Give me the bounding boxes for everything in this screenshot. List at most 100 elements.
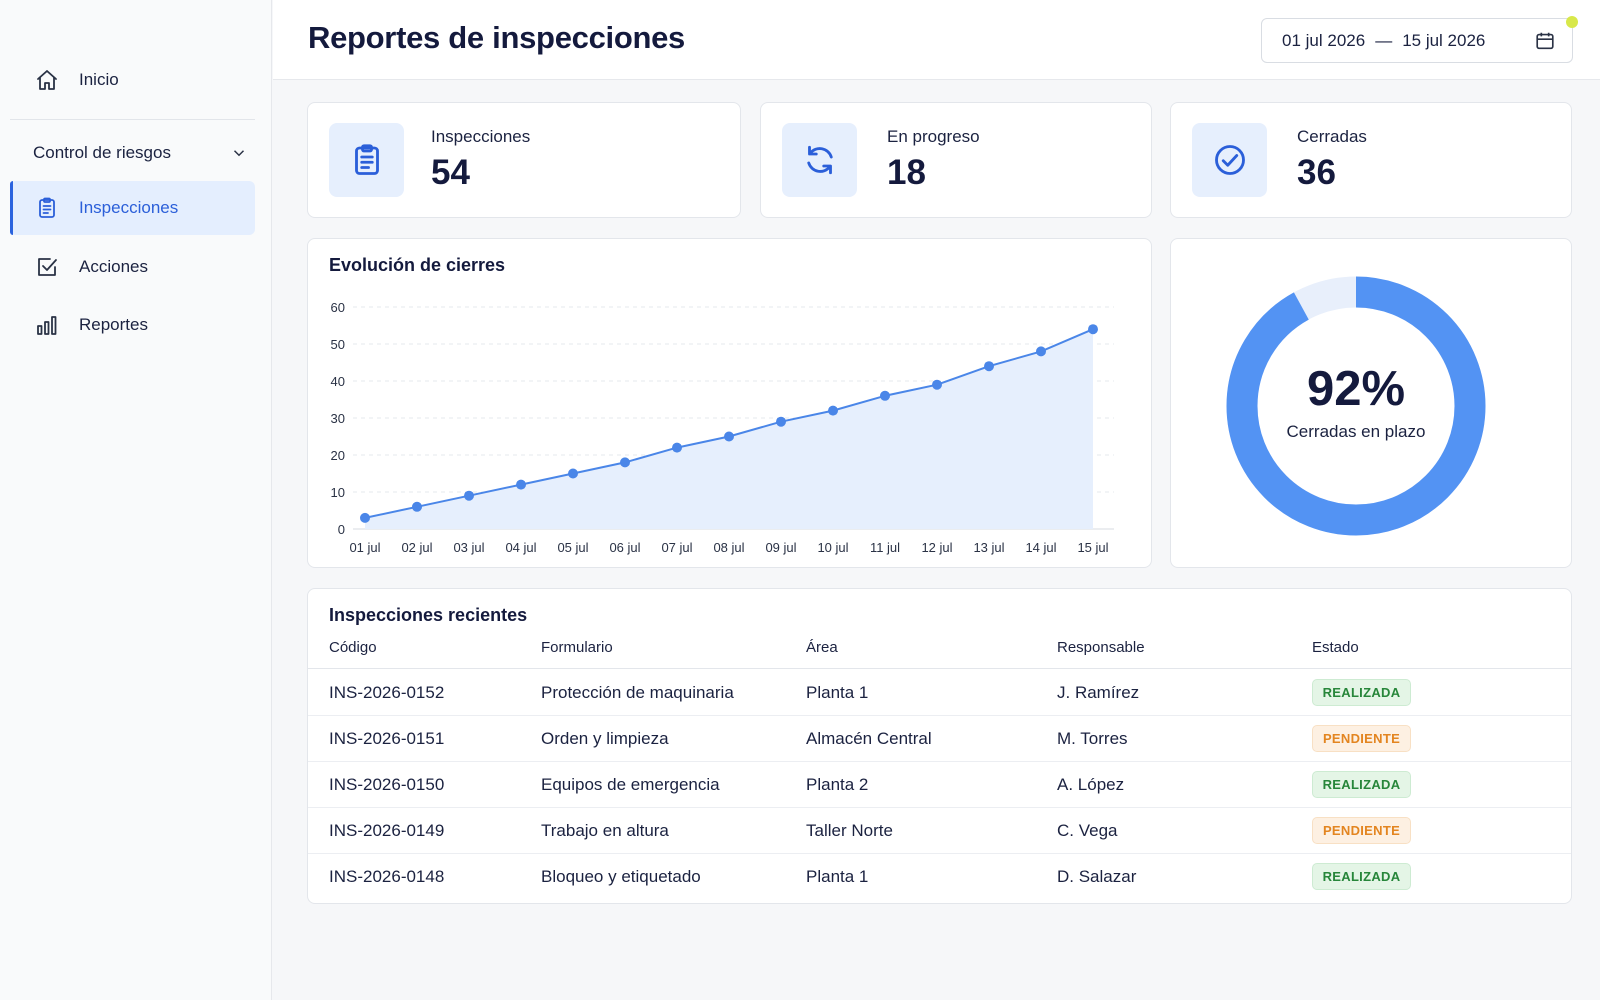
donut-arc bbox=[1226, 276, 1486, 536]
table-header: Código Formulario Área Responsable Estad… bbox=[308, 639, 1571, 669]
refresh-icon bbox=[782, 123, 857, 197]
y-tick-label: 0 bbox=[338, 522, 345, 537]
cell-code: INS-2026-0148 bbox=[329, 867, 445, 886]
chart-data-point bbox=[620, 457, 630, 468]
y-tick-label: 60 bbox=[331, 300, 345, 315]
cell-owner: A. López bbox=[1057, 775, 1125, 794]
clipboard-icon bbox=[329, 123, 404, 197]
donut-card: 92% Cerradas en plazo bbox=[1170, 238, 1572, 568]
x-tick-label: 15 jul bbox=[1077, 540, 1108, 555]
status-badge: REALIZADA bbox=[1312, 863, 1411, 890]
x-tick-label: 06 jul bbox=[609, 540, 640, 555]
x-tick-label: 08 jul bbox=[713, 540, 744, 555]
status-badge: REALIZADA bbox=[1312, 679, 1411, 706]
calendar-icon[interactable] bbox=[1534, 30, 1556, 52]
bar-chart-icon bbox=[34, 312, 60, 338]
cell-owner: D. Salazar bbox=[1057, 867, 1137, 886]
sidebar-item-acciones[interactable]: Acciones bbox=[10, 240, 255, 294]
kpi-label: Inspecciones bbox=[431, 127, 531, 146]
table-title: Inspecciones recientes bbox=[329, 605, 528, 625]
chart-data-point bbox=[828, 405, 838, 416]
table-row[interactable]: INS-2026-0148 Bloqueo y etiquetado Plant… bbox=[308, 854, 1571, 900]
date-to: 15 jul 2026 bbox=[1402, 30, 1486, 50]
sidebar-item-reportes[interactable]: Reportes bbox=[10, 298, 255, 352]
x-tick-label: 02 jul bbox=[401, 540, 432, 555]
kpi-card-inspecciones: Inspecciones 54 bbox=[307, 102, 741, 218]
column-header-formulario[interactable]: Formulario bbox=[541, 639, 613, 656]
column-header-responsable[interactable]: Responsable bbox=[1057, 639, 1145, 656]
kpi-value: 54 bbox=[431, 153, 470, 192]
column-header-estado[interactable]: Estado bbox=[1312, 639, 1359, 656]
chart-data-point bbox=[672, 442, 682, 453]
cell-code: INS-2026-0150 bbox=[329, 775, 445, 794]
table-row[interactable]: INS-2026-0151 Orden y limpieza Almacén C… bbox=[308, 716, 1571, 762]
cell-code: INS-2026-0151 bbox=[329, 729, 445, 748]
status-badge: REALIZADA bbox=[1312, 771, 1411, 798]
chart-data-point bbox=[1088, 324, 1098, 335]
sidebar-divider bbox=[10, 119, 255, 120]
kpi-card-en-progreso: En progreso 18 bbox=[760, 102, 1152, 218]
date-from: 01 jul 2026 bbox=[1282, 30, 1366, 50]
cell-area: Planta 2 bbox=[806, 775, 869, 794]
cell-form: Equipos de emergencia bbox=[541, 775, 720, 794]
chart-title: Evolución de cierres bbox=[329, 255, 506, 275]
home-icon bbox=[34, 67, 60, 93]
y-tick-label: 20 bbox=[331, 448, 345, 463]
sidebar-item-label: Inicio bbox=[79, 70, 119, 89]
column-header-codigo[interactable]: Código bbox=[329, 639, 377, 656]
x-tick-label: 03 jul bbox=[453, 540, 484, 555]
chart-data-point bbox=[776, 416, 786, 427]
chart-card: Evolución de cierres 0 10 20 30 40 50 60 01 ju… bbox=[307, 238, 1152, 568]
sidebar-group-control-de-riesgos[interactable]: Control de riesgos bbox=[33, 140, 248, 166]
x-tick-label: 10 jul bbox=[817, 540, 848, 555]
chart-data-point bbox=[568, 468, 578, 479]
chevron-down-icon bbox=[233, 150, 245, 157]
clipboard-icon bbox=[34, 195, 60, 221]
x-tick-label: 01 jul bbox=[349, 540, 380, 555]
sidebar-item-label: Acciones bbox=[79, 257, 148, 276]
sidebar-item-inicio[interactable]: Inicio bbox=[10, 53, 255, 107]
checkbox-icon bbox=[34, 254, 60, 280]
cell-area: Planta 1 bbox=[806, 683, 869, 702]
page-title: Reportes de inspecciones bbox=[308, 20, 685, 55]
chart-data-point bbox=[932, 379, 942, 390]
chart-data-point bbox=[360, 512, 370, 523]
y-tick-label: 50 bbox=[331, 337, 345, 352]
column-header-area[interactable]: Área bbox=[806, 639, 838, 656]
kpi-value: 18 bbox=[887, 153, 926, 192]
table-row[interactable]: INS-2026-0150 Equipos de emergencia Plan… bbox=[308, 762, 1571, 808]
table-row[interactable]: INS-2026-0152 Protección de maquinaria P… bbox=[308, 670, 1571, 716]
table-row[interactable]: INS-2026-0149 Trabajo en altura Taller N… bbox=[308, 808, 1571, 854]
kpi-label: Cerradas bbox=[1297, 127, 1367, 146]
status-badge: PENDIENTE bbox=[1312, 817, 1411, 844]
kpi-card-cerradas: Cerradas 36 bbox=[1170, 102, 1572, 218]
cell-area: Planta 1 bbox=[806, 867, 869, 886]
closures-line-chart: 0 10 20 30 40 50 60 01 jul 02 jul 03 jul 04 jul 05… bbox=[331, 300, 1114, 555]
recent-inspections-card: Inspecciones recientes Código Formulario… bbox=[307, 588, 1572, 904]
status-badge: PENDIENTE bbox=[1312, 725, 1411, 752]
cell-code: INS-2026-0149 bbox=[329, 821, 445, 840]
chart-data-point bbox=[1036, 346, 1046, 357]
sidebar-item-inspecciones[interactable]: Inspecciones bbox=[10, 181, 255, 235]
cell-owner: M. Torres bbox=[1057, 729, 1128, 748]
x-tick-label: 12 jul bbox=[921, 540, 952, 555]
cell-form: Bloqueo y etiquetado bbox=[541, 867, 701, 886]
x-tick-label: 14 jul bbox=[1025, 540, 1056, 555]
cell-form: Orden y limpieza bbox=[541, 729, 669, 748]
sidebar-item-label: Reportes bbox=[79, 315, 148, 334]
y-tick-label: 40 bbox=[331, 374, 345, 389]
y-tick-label: 10 bbox=[331, 485, 345, 500]
cell-area: Almacén Central bbox=[806, 729, 932, 748]
sidebar: Inicio Control de riesgos Inspecciones A… bbox=[0, 0, 272, 1000]
sidebar-group-label: Control de riesgos bbox=[33, 143, 171, 162]
cell-owner: C. Vega bbox=[1057, 821, 1118, 840]
cell-code: INS-2026-0152 bbox=[329, 683, 445, 702]
donut-label: Cerradas en plazo bbox=[1286, 422, 1426, 441]
donut-value: 92% bbox=[1306, 362, 1406, 416]
cell-owner: J. Ramírez bbox=[1057, 683, 1140, 702]
x-tick-label: 07 jul bbox=[661, 540, 692, 555]
date-range-picker[interactable]: 01 jul 2026 — 15 jul 2026 bbox=[1261, 18, 1573, 63]
check-circle-icon bbox=[1192, 123, 1267, 197]
x-tick-label: 05 jul bbox=[557, 540, 588, 555]
page-header: Reportes de inspecciones 01 jul 2026 — 1… bbox=[273, 0, 1600, 80]
